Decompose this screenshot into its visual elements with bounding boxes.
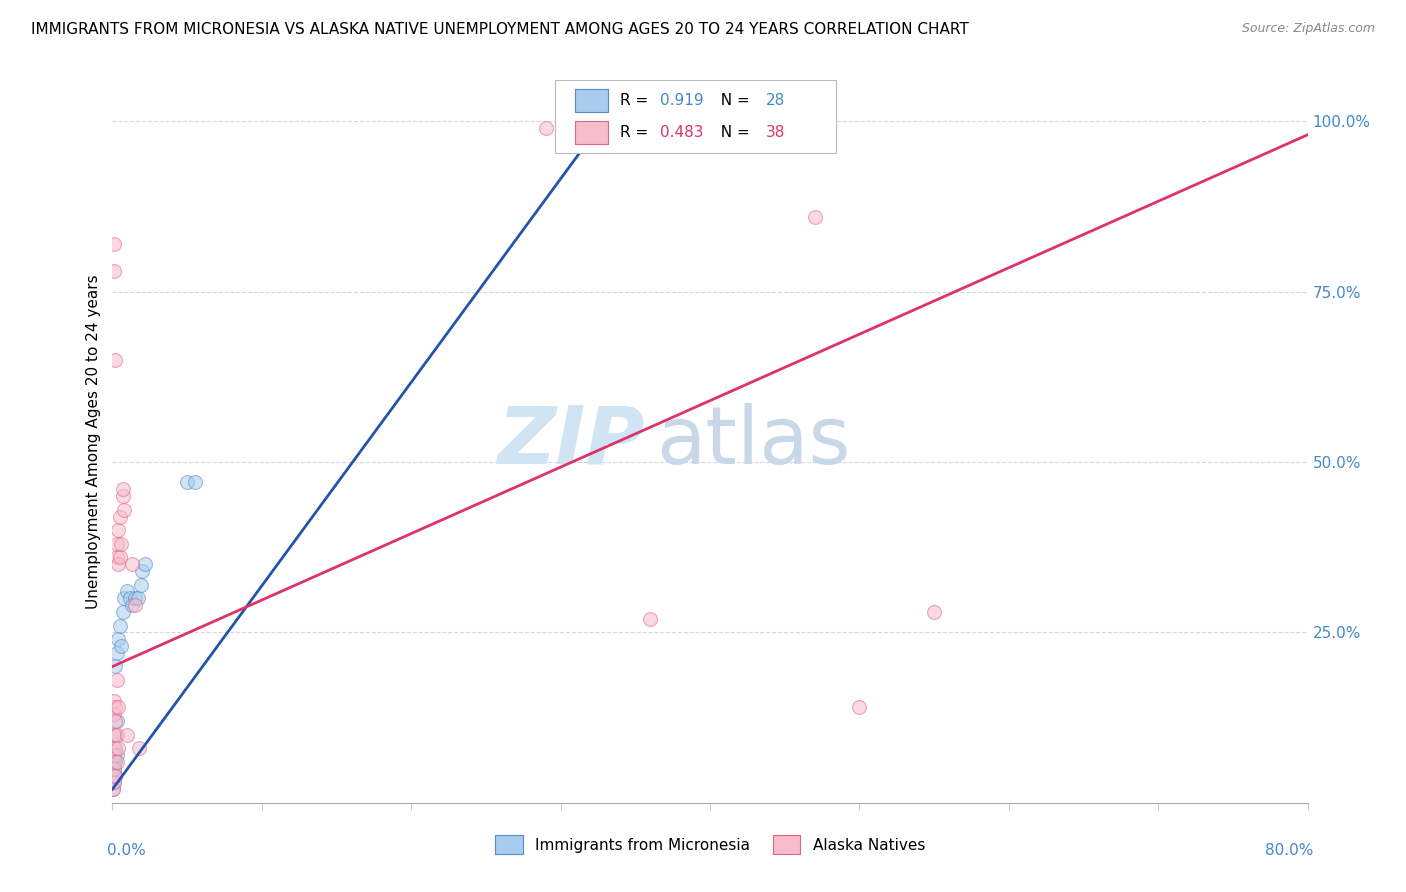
Text: 80.0%: 80.0% [1265, 843, 1313, 857]
Point [117, 584, 139, 599]
Point [105, 748, 128, 763]
Point [922, 605, 945, 619]
Point [131, 564, 153, 578]
Text: 38: 38 [766, 125, 786, 140]
Point [103, 755, 125, 769]
FancyBboxPatch shape [554, 80, 835, 153]
Point [103, 264, 125, 278]
Text: N =: N = [711, 93, 755, 108]
Point [183, 475, 205, 490]
Point [121, 598, 143, 612]
FancyBboxPatch shape [575, 121, 609, 145]
Point [120, 591, 142, 606]
Text: Source: ZipAtlas.com: Source: ZipAtlas.com [1241, 22, 1375, 36]
Text: atlas: atlas [657, 402, 851, 481]
Point [103, 775, 125, 789]
Point [114, 591, 135, 606]
Point [107, 632, 129, 647]
Text: ZIP: ZIP [496, 402, 644, 481]
Text: 0.919: 0.919 [659, 93, 703, 108]
Point [104, 755, 127, 769]
Point [103, 236, 125, 251]
Point [104, 768, 127, 782]
Point [595, 120, 617, 135]
Point [107, 700, 129, 714]
Text: N =: N = [711, 125, 755, 140]
Point [108, 509, 131, 524]
Point [129, 577, 152, 591]
Text: R =: R = [620, 125, 654, 140]
Point [534, 120, 557, 135]
Y-axis label: Unemployment Among Ages 20 to 24 years: Unemployment Among Ages 20 to 24 years [86, 274, 101, 609]
Point [107, 558, 129, 572]
Point [114, 502, 135, 516]
Text: 0.483: 0.483 [659, 125, 703, 140]
Point [103, 693, 125, 707]
Point [104, 659, 127, 673]
Point [110, 639, 132, 653]
Text: IMMIGRANTS FROM MICRONESIA VS ALASKA NATIVE UNEMPLOYMENT AMONG AGES 20 TO 24 YEA: IMMIGRANTS FROM MICRONESIA VS ALASKA NAT… [31, 22, 969, 37]
Point [104, 714, 127, 728]
Point [105, 673, 128, 687]
Point [103, 748, 125, 763]
Text: 0.0%: 0.0% [107, 843, 145, 857]
Point [104, 352, 127, 367]
Point [105, 755, 128, 769]
Point [103, 775, 125, 789]
Point [128, 741, 150, 756]
Point [104, 768, 127, 782]
Point [176, 475, 198, 490]
Point [848, 700, 870, 714]
Point [105, 714, 128, 728]
Point [124, 591, 146, 606]
Point [103, 707, 125, 722]
Point [103, 762, 125, 776]
Point [104, 700, 127, 714]
Point [104, 741, 127, 756]
Point [105, 646, 128, 660]
Point [121, 558, 143, 572]
Point [103, 741, 125, 756]
Point [127, 591, 149, 606]
Point [108, 618, 131, 632]
Text: R =: R = [620, 93, 654, 108]
Point [124, 598, 146, 612]
FancyBboxPatch shape [575, 88, 609, 112]
Point [105, 537, 128, 551]
Point [108, 550, 131, 565]
Point [103, 782, 125, 797]
Point [117, 728, 139, 742]
Point [105, 728, 128, 742]
Point [111, 489, 134, 503]
Point [134, 558, 156, 572]
Point [107, 741, 129, 756]
Point [111, 482, 134, 496]
Point [103, 728, 125, 742]
Point [640, 612, 662, 626]
Text: 28: 28 [766, 93, 786, 108]
Legend: Immigrants from Micronesia, Alaska Natives: Immigrants from Micronesia, Alaska Nativ… [489, 830, 931, 860]
Point [104, 728, 127, 742]
Point [111, 605, 134, 619]
Point [803, 210, 825, 224]
Point [103, 762, 125, 776]
Point [103, 782, 125, 797]
Point [107, 523, 129, 537]
Point [105, 550, 128, 565]
Point [110, 537, 132, 551]
